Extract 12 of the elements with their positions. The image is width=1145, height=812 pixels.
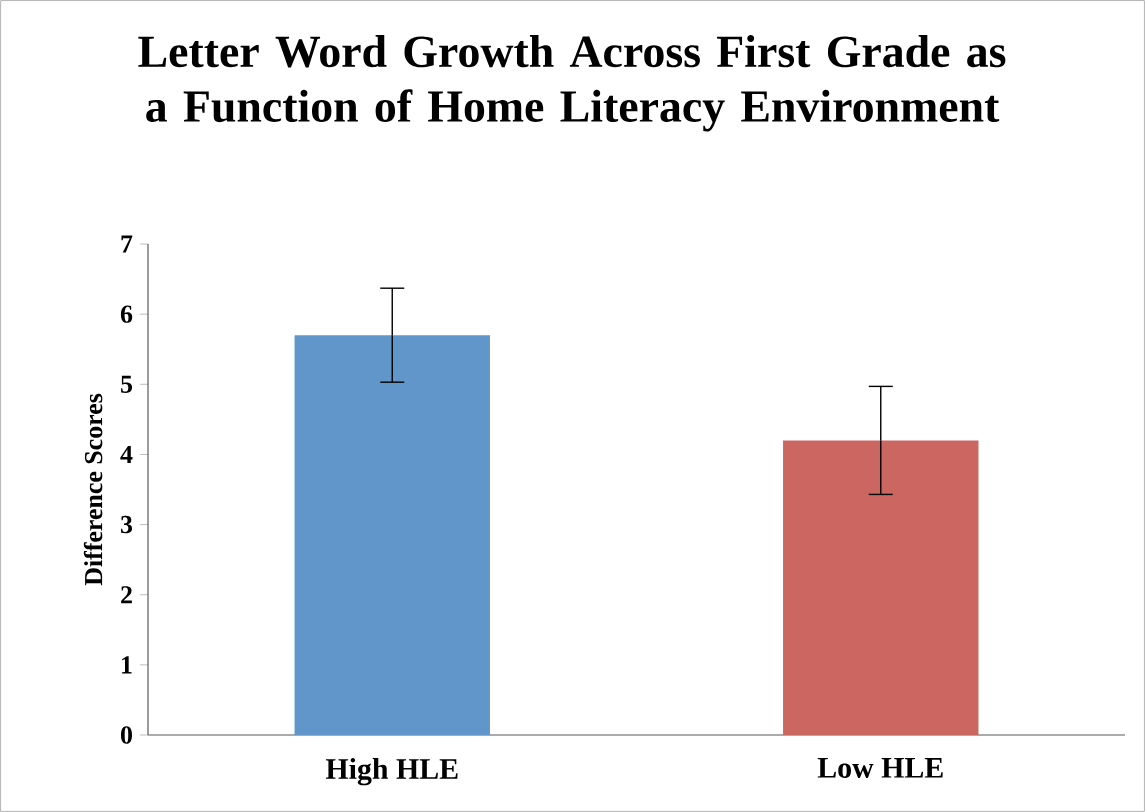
y-tick-label: 7 <box>121 235 133 253</box>
y-tick-label: 5 <box>121 375 133 393</box>
x-tick-label: Low HLE <box>817 758 943 778</box>
chart-title: Letter Word Growth Across First Grade as a Function of Home Literacy Environment <box>138 35 1006 132</box>
y-tick-label: 4 <box>120 445 133 463</box>
x-tick-label: High HLE <box>325 758 458 786</box>
y-axis-title: Difference Scores <box>83 393 103 586</box>
y-tick-label: 1 <box>122 656 132 674</box>
y-tick-label: 3 <box>120 515 133 534</box>
y-tick-label: 0 <box>121 726 132 744</box>
y-tick-label: 2 <box>121 586 132 604</box>
y-tick-label: 6 <box>120 305 133 323</box>
